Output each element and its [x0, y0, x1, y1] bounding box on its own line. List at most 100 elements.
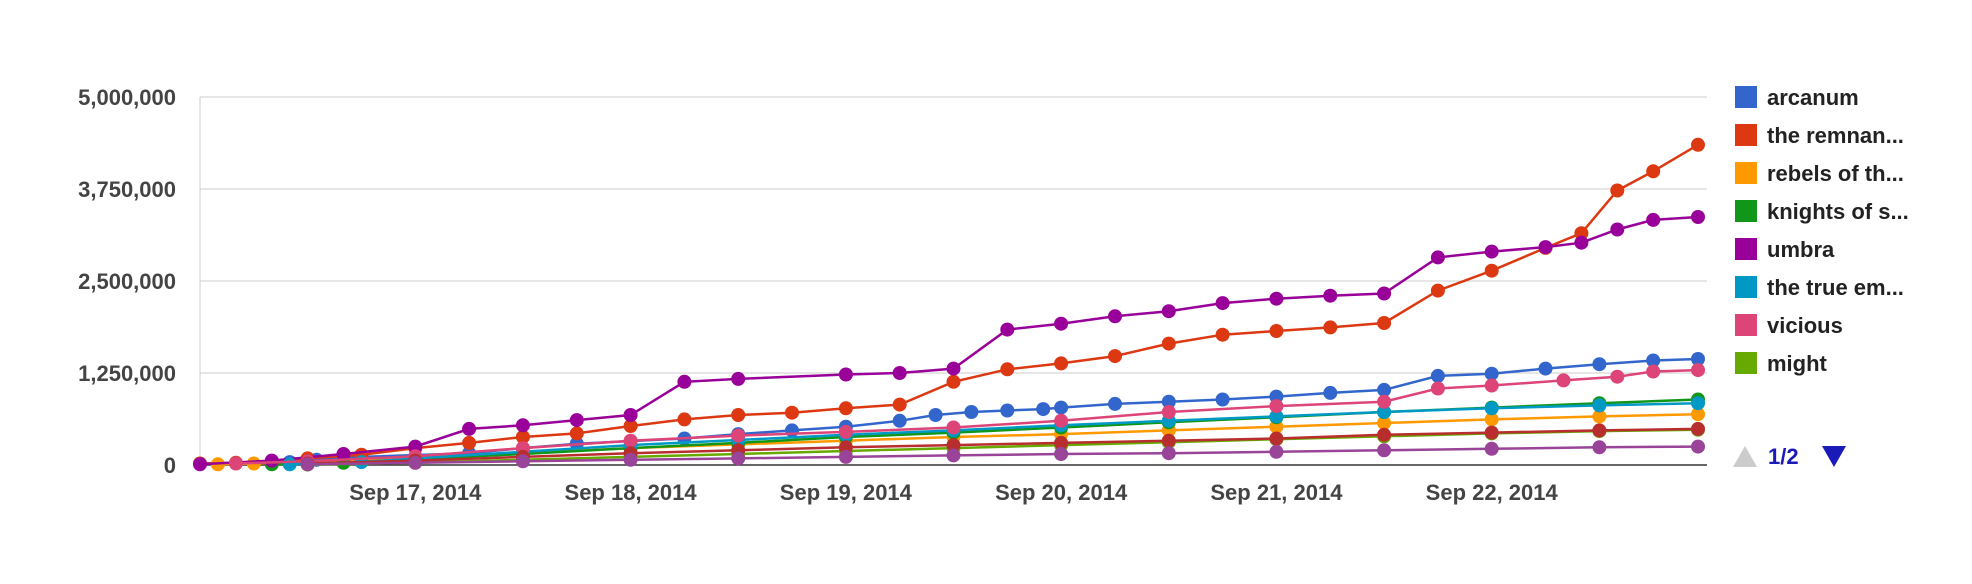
legend-label: arcanum — [1767, 85, 1859, 110]
data-point — [1691, 396, 1705, 411]
data-point — [1215, 392, 1230, 407]
data-point — [408, 439, 423, 454]
data-point — [1484, 441, 1499, 456]
x-tick-label: Sep 21, 2014 — [1210, 480, 1343, 505]
series-line — [235, 368, 1699, 465]
series-line — [199, 215, 1699, 466]
x-tick-label: Sep 22, 2014 — [1426, 480, 1559, 505]
data-point — [623, 452, 638, 467]
legend-swatch — [1735, 276, 1757, 298]
data-point — [946, 438, 961, 453]
data-point — [838, 440, 853, 455]
data-point — [515, 430, 530, 444]
data-point — [1610, 222, 1625, 237]
data-point — [1323, 320, 1338, 335]
data-point — [892, 366, 907, 380]
data-point — [1108, 396, 1122, 411]
data-point — [838, 401, 853, 416]
legend-label: rebels of th... — [1767, 161, 1904, 186]
data-point — [1610, 369, 1625, 384]
y-tick-label: 1,250,000 — [78, 361, 176, 386]
axes: 0 1,250,000 2,500,000 3,750,000 5,000,000 Sep… — [78, 85, 1558, 505]
legend-swatch — [1735, 352, 1757, 374]
data-point — [264, 453, 279, 468]
data-point — [838, 449, 853, 464]
data-point — [623, 419, 638, 433]
data-point — [1036, 402, 1051, 417]
legend-label: the true em... — [1767, 275, 1904, 300]
legend-swatch — [1735, 162, 1757, 184]
data-point — [785, 423, 799, 438]
data-point — [1161, 336, 1176, 351]
x-tick-label: Sep 18, 2014 — [565, 480, 698, 505]
data-point — [300, 457, 315, 472]
data-point — [1215, 327, 1230, 342]
data-point — [1269, 399, 1284, 414]
data-point — [1377, 427, 1392, 442]
data-point — [1108, 349, 1122, 364]
series-unnamed — [300, 421, 1705, 471]
data-point — [1556, 373, 1571, 388]
legend: arcanum the remnan... rebels of th... knigh… — [1735, 85, 1909, 376]
data-point — [1377, 286, 1392, 301]
data-point — [1054, 400, 1069, 415]
data-point — [1646, 364, 1661, 379]
data-point — [1484, 263, 1499, 278]
data-point — [731, 428, 746, 443]
data-point — [1161, 446, 1176, 461]
data-point — [1161, 433, 1176, 448]
data-point — [1646, 164, 1661, 179]
data-point — [1691, 210, 1705, 224]
data-point — [1610, 183, 1625, 198]
series-line — [307, 445, 1699, 466]
data-point — [1430, 283, 1445, 298]
data-point — [677, 412, 692, 427]
data-point — [408, 455, 423, 470]
x-tick-label: Sep 19, 2014 — [780, 480, 913, 505]
data-point — [1377, 405, 1392, 419]
data-point — [1484, 366, 1499, 381]
data-point — [1691, 421, 1705, 436]
legend-label: umbra — [1767, 237, 1835, 262]
legend-label: the remnan... — [1767, 123, 1904, 148]
data-point — [1269, 409, 1284, 424]
data-point — [1691, 439, 1705, 454]
data-point — [1484, 401, 1499, 416]
data-point — [462, 435, 477, 450]
data-point — [946, 374, 961, 389]
x-tick-label: Sep 17, 2014 — [349, 480, 482, 505]
data-point — [1592, 440, 1607, 455]
data-point — [623, 433, 638, 448]
data-point — [1484, 378, 1499, 393]
legend-swatch — [1735, 314, 1757, 336]
data-point — [336, 447, 351, 461]
page-up-icon[interactable] — [1733, 446, 1757, 467]
data-point — [928, 408, 943, 422]
data-point — [892, 397, 907, 412]
gridlines — [199, 96, 1707, 466]
data-point — [1592, 423, 1607, 438]
data-point — [1430, 381, 1445, 396]
data-point — [1484, 425, 1499, 440]
data-point — [964, 405, 979, 419]
data-point — [1054, 316, 1069, 331]
series-umbra — [193, 210, 1705, 472]
legend-swatch — [1735, 238, 1757, 260]
data-point — [282, 457, 297, 472]
series-area — [193, 137, 1705, 472]
data-point — [1054, 447, 1069, 461]
data-point — [1161, 405, 1176, 419]
x-tick-label: Sep 20, 2014 — [995, 480, 1128, 505]
data-point — [1377, 416, 1392, 430]
data-point — [1592, 409, 1607, 424]
y-tick-label: 2,500,000 — [78, 269, 176, 294]
data-point — [1377, 443, 1392, 458]
data-point — [1377, 394, 1392, 409]
data-point — [1646, 353, 1661, 368]
data-point — [1269, 444, 1284, 459]
data-point — [946, 420, 961, 435]
data-point — [1430, 250, 1445, 265]
data-point — [1269, 324, 1284, 338]
page-down-icon[interactable] — [1822, 446, 1846, 467]
